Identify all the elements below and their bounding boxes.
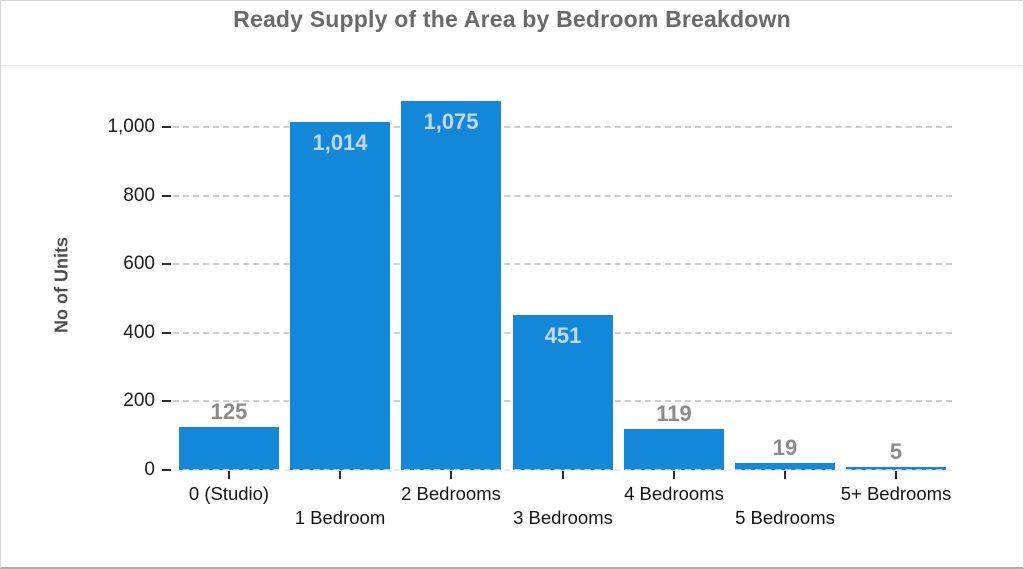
bar-1-bedroom: [290, 122, 390, 470]
x-category-label: 2 Bedrooms: [401, 483, 501, 504]
bar-value-label: 19: [772, 435, 798, 460]
bar-value-label: 1,075: [423, 109, 479, 134]
x-category-label: 5+ Bedrooms: [840, 483, 952, 504]
bar-5-bedrooms: [735, 463, 835, 470]
y-tick-label: 400: [123, 321, 155, 343]
chart-title: Ready Supply of the Area by Bedroom Brea…: [233, 6, 791, 32]
y-gridline: [173, 194, 952, 197]
bar-value-label: 119: [656, 401, 692, 426]
zero-axis-line: [173, 469, 952, 471]
chart-header: Ready Supply of the Area by Bedroom Brea…: [1, 1, 1023, 66]
y-tick-label: 800: [123, 184, 155, 206]
x-category-label: 1 Bedroom: [294, 507, 386, 528]
y-tick-mark: [162, 400, 171, 403]
x-category-label: 0 (Studio): [188, 483, 270, 504]
bar-value-label: 5: [889, 439, 903, 464]
bar-0-studio-: [179, 427, 279, 470]
x-tick-mark: [673, 471, 675, 479]
y-tick-mark: [162, 469, 171, 471]
x-tick-mark: [450, 471, 452, 479]
y-tick-mark: [162, 331, 171, 334]
bar-value-label: 451: [544, 323, 582, 348]
x-category-label: 3 Bedrooms: [513, 507, 613, 528]
bar-5+-bedrooms: [846, 467, 946, 470]
y-tick-mark: [162, 125, 171, 128]
y-tick-label: 600: [123, 253, 155, 275]
bar-4-bedrooms: [624, 429, 724, 470]
x-category-label: 4 Bedrooms: [624, 483, 724, 504]
y-gridline: [173, 125, 952, 128]
y-tick-mark: [162, 194, 171, 197]
bar-2-bedrooms: [401, 101, 501, 470]
x-tick-mark: [784, 471, 786, 479]
x-tick-mark: [562, 471, 564, 479]
y-tick-label: 0: [144, 459, 155, 480]
y-tick-mark: [162, 263, 171, 266]
x-tick-mark: [228, 471, 230, 479]
x-category-label: 5 Bedrooms: [735, 507, 835, 528]
y-tick-label: 1,000: [107, 115, 155, 137]
bar-value-label: 125: [210, 399, 248, 424]
bar-3-bedrooms: [513, 315, 613, 470]
bar-value-label: 1,014: [312, 130, 368, 155]
x-tick-mark: [895, 471, 897, 479]
y-tick-label: 200: [123, 390, 155, 412]
x-tick-mark: [339, 471, 341, 479]
y-gridline: [173, 263, 952, 266]
